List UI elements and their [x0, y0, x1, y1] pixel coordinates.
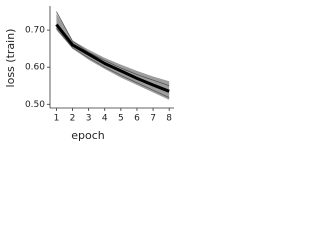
x-tick-label: 3 [86, 114, 92, 124]
mean-line [55, 23, 170, 93]
x-tick-label: 1 [54, 114, 60, 124]
run-line [56, 28, 170, 98]
x-tick-label: 6 [134, 114, 140, 124]
y-tick-label: 0.50 [25, 100, 45, 110]
x-tick-label: 2 [70, 114, 76, 124]
x-tick-label: 7 [150, 114, 156, 124]
y-tick-label: 0.70 [25, 26, 45, 36]
band [56, 13, 170, 100]
x-tick-label: 4 [102, 114, 108, 124]
chart: epoch loss (train) 0.50 0.60 0.70 1 2 3 4 5 6 7 8 [4, 6, 174, 142]
x-tick-label: 5 [118, 114, 124, 124]
x-axis-label: epoch [71, 129, 105, 142]
run-line [56, 11, 170, 87]
y-axis-label: loss (train) [4, 29, 17, 88]
y-tick-label: 0.60 [25, 63, 45, 73]
x-tick-label: 8 [166, 114, 172, 124]
